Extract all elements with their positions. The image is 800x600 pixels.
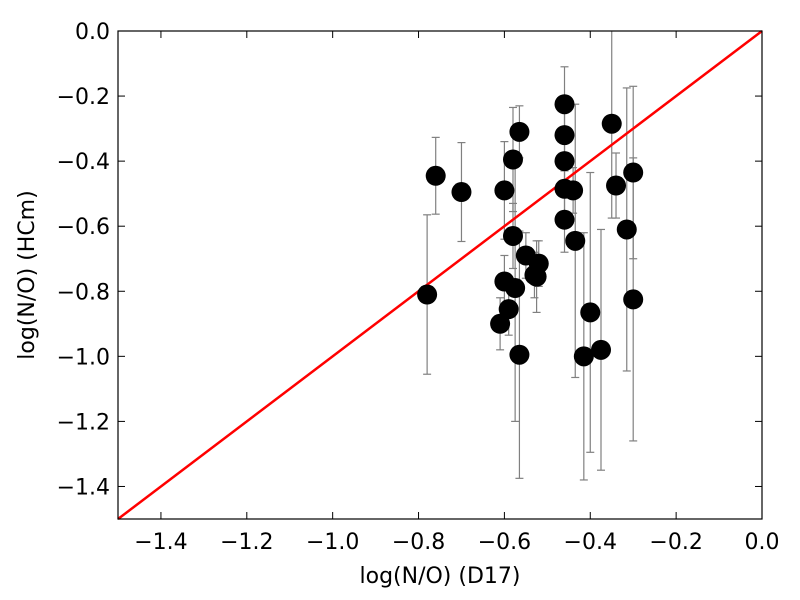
y-tick-label: −1.2 [57, 410, 110, 435]
data-point [591, 339, 611, 360]
data-point [502, 149, 523, 170]
x-tick-label: −0.4 [564, 530, 617, 555]
data-point [554, 209, 575, 230]
data-point [554, 125, 575, 146]
x-tick-label: −0.8 [392, 530, 445, 555]
data-point [554, 151, 575, 172]
data-point [616, 219, 637, 240]
data-point [425, 165, 446, 186]
data-point [494, 180, 515, 201]
data-point [623, 162, 644, 183]
data-point [580, 302, 601, 323]
y-axis-label: log(N/O) (HCm) [15, 190, 40, 359]
x-tick-label: −1.0 [306, 530, 359, 555]
data-point [606, 175, 627, 196]
y-tick-label: 0.0 [75, 20, 110, 45]
plot-frame [117, 30, 763, 520]
data-point [498, 299, 519, 320]
x-tick-label: −0.6 [478, 530, 531, 555]
x-tick-label: 0.0 [745, 530, 780, 555]
y-axis: 0.0 −0.2 −0.4 −0.6 −0.8 −1.0 −1.2 −1.4 [57, 20, 762, 500]
x-tick-label: −1.2 [220, 530, 273, 555]
data-point [573, 346, 594, 367]
data-point [601, 113, 622, 134]
reference-line-layer [117, 30, 763, 520]
data-point [565, 230, 586, 251]
data-point [509, 344, 530, 365]
x-tick-label: −1.4 [134, 530, 187, 555]
y-tick-label: −0.4 [57, 150, 110, 175]
data-point [554, 94, 575, 115]
data-point [451, 182, 472, 203]
x-tick-label: −0.2 [649, 530, 702, 555]
y-tick-label: −1.4 [57, 475, 110, 500]
y-tick-label: −0.8 [57, 280, 110, 305]
data-point [563, 180, 584, 201]
data-point [417, 284, 438, 305]
data-point [490, 313, 511, 334]
one-to-one-line [117, 30, 763, 520]
x-axis-label: log(N/O) (D17) [360, 564, 521, 589]
points-layer [417, 94, 644, 367]
y-tick-label: −1.0 [57, 345, 110, 370]
y-tick-label: −0.2 [57, 85, 110, 110]
data-point [505, 278, 526, 299]
data-point [509, 121, 530, 142]
y-tick-label: −0.6 [57, 215, 110, 240]
data-point [528, 253, 549, 274]
data-point [502, 225, 523, 246]
x-axis: −1.4 −1.2 −1.0 −0.8 −0.6 −0.4 −0.2 0.0 [134, 31, 780, 555]
data-point [623, 289, 644, 310]
